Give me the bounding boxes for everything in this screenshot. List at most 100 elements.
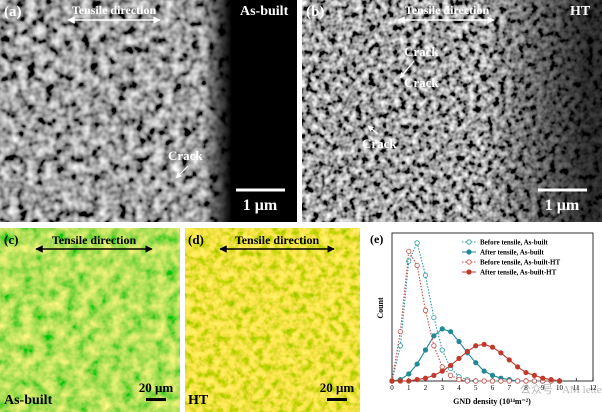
panel-b: (b) Tensile direction HT Crack Crack Cra… — [302, 0, 602, 222]
data-point — [473, 378, 479, 384]
watermark: 公众号 · AM letters — [520, 383, 602, 396]
data-point — [422, 347, 429, 353]
y-axis-label: Count — [376, 297, 385, 319]
condition-label: As-built — [4, 393, 53, 408]
data-point — [464, 378, 470, 384]
crack-label: Crack — [404, 75, 439, 90]
crack-label: Crack — [362, 136, 397, 151]
arrow — [175, 165, 189, 179]
data-point — [481, 368, 487, 374]
data-point — [414, 376, 420, 383]
panel-c: (c) Tensile direction 20 μm As-built — [0, 228, 180, 412]
data-point — [489, 378, 496, 384]
scale-label: 20 μm — [320, 380, 355, 395]
data-point — [531, 372, 537, 378]
data-point — [548, 376, 554, 383]
data-point — [422, 272, 429, 278]
data-point — [489, 372, 496, 378]
crack-label: Crack — [168, 148, 203, 163]
scale-label: 1 μm — [243, 197, 278, 214]
legend-marker — [466, 269, 472, 275]
crack-label: Crack — [404, 44, 439, 59]
x-tick-label: 6 — [491, 384, 495, 392]
direction-label: Tensile direction — [52, 233, 137, 247]
x-tick-label: 9 — [541, 384, 545, 392]
legend-marker — [466, 259, 472, 265]
x-tick-label: 0 — [390, 384, 394, 392]
x-tick-label: 4 — [457, 384, 461, 392]
data-point — [456, 376, 462, 383]
ebsd-map — [0, 228, 180, 412]
data-point — [431, 372, 437, 378]
data-point — [389, 378, 395, 384]
legend-label: Before tensile, As-built — [480, 239, 548, 247]
data-point — [439, 368, 445, 374]
data-point — [439, 347, 445, 353]
x-tick-label: 2 — [424, 384, 428, 392]
legend-marker — [466, 239, 472, 245]
x-axis-label: GND density (10¹⁴m⁻²) — [453, 397, 531, 406]
x-tick-label: 10 — [556, 384, 564, 392]
data-point — [439, 364, 445, 370]
panel-label: (a) — [4, 4, 22, 20]
panel-label: (c) — [4, 232, 18, 247]
panel-a: (a) Tensile direction As-built Crack 1 μ… — [0, 0, 297, 222]
data-point — [523, 378, 529, 384]
x-tick-label: 12 — [590, 384, 598, 392]
data-point — [448, 329, 454, 335]
data-point — [506, 357, 512, 363]
panel-d: (d) Tensile direction 20 μm HT — [185, 228, 360, 412]
data-point — [414, 240, 420, 246]
data-point — [515, 378, 521, 384]
scale-label: 20 μm — [139, 380, 174, 395]
legend-label: After tensile, As-built-HT — [480, 269, 557, 277]
panel-label: (d) — [188, 232, 204, 247]
direction-label: Tensile direction — [405, 3, 490, 17]
arrow — [367, 125, 379, 135]
legend-marker — [466, 249, 472, 255]
data-point — [414, 262, 420, 269]
shade — [302, 0, 602, 222]
direction-label: Tensile direction — [235, 233, 320, 247]
condition-label: HT — [570, 4, 591, 19]
chart: (e) Count GND density (10¹⁴m⁻²) 公众号 · AM… — [370, 232, 602, 406]
condition-label: HT — [188, 393, 209, 408]
data-point — [406, 248, 412, 254]
panel-label: (b) — [306, 4, 324, 20]
data-point — [473, 343, 479, 349]
data-point — [456, 355, 462, 362]
legend-label: Before tensile, As-built-HT — [480, 259, 561, 267]
data-point — [464, 348, 470, 354]
condition-label: As-built — [240, 4, 289, 19]
scale-bar — [327, 398, 347, 401]
data-point — [556, 378, 563, 384]
data-point — [498, 378, 504, 384]
data-point — [414, 361, 420, 367]
data-point — [481, 341, 487, 347]
x-tick-label: 11 — [573, 384, 580, 392]
ebsd-map — [185, 228, 360, 412]
data-point — [498, 350, 504, 356]
data-point — [431, 333, 437, 339]
data-point — [431, 314, 437, 321]
legend-label: After tensile, As-built — [480, 249, 545, 257]
panel-label: (e) — [370, 232, 383, 246]
data-point — [523, 369, 529, 376]
x-tick-label: 7 — [508, 384, 512, 392]
data-point — [531, 378, 537, 384]
data-point — [481, 378, 487, 384]
data-point — [406, 258, 412, 264]
data-point — [439, 326, 445, 332]
x-tick-label: 5 — [474, 384, 478, 392]
data-point — [448, 372, 454, 378]
data-point — [456, 338, 462, 345]
direction-label: Tensile direction — [72, 3, 157, 17]
arrow — [399, 60, 415, 79]
data-point — [406, 371, 412, 377]
data-point — [406, 378, 412, 384]
data-point — [431, 343, 437, 349]
shade — [0, 0, 297, 222]
data-point — [422, 375, 429, 381]
data-point — [473, 360, 479, 366]
